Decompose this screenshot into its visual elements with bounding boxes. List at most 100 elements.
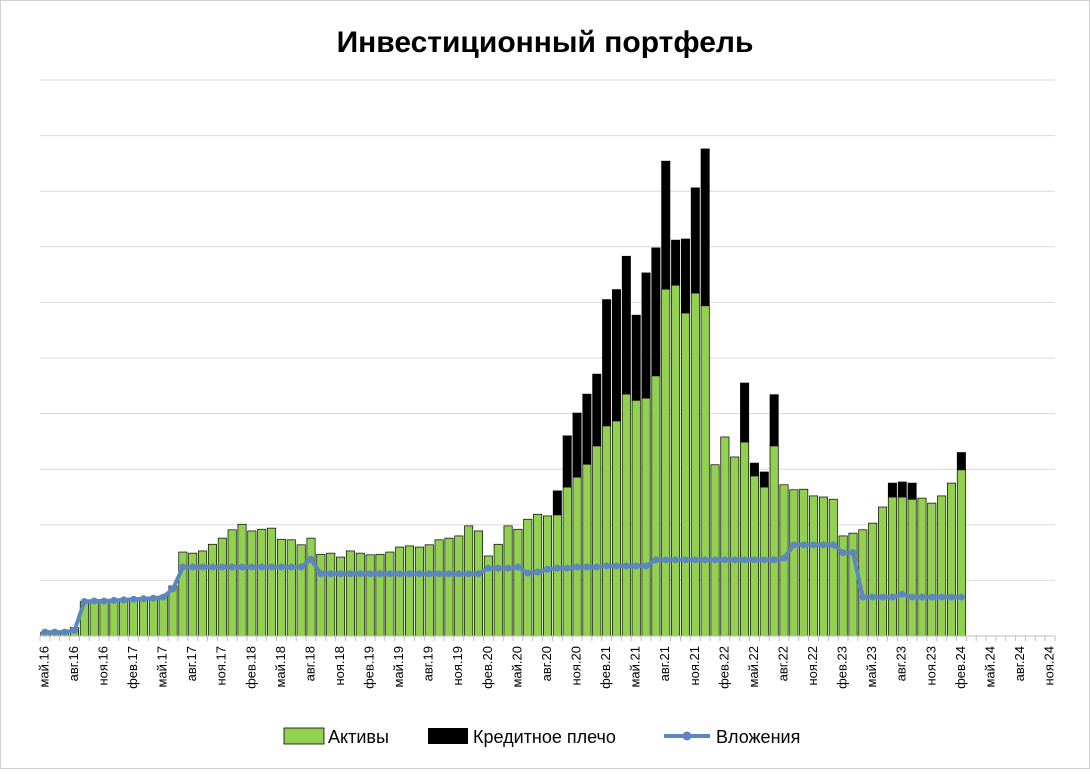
- bar-segment: [552, 490, 562, 516]
- line-marker: [741, 556, 749, 564]
- bar-segment: [631, 314, 641, 401]
- line-marker: [849, 549, 857, 557]
- bar-segment: [759, 471, 769, 488]
- line-marker: [61, 628, 69, 636]
- x-tick-label: май.16: [36, 646, 51, 688]
- bar: [395, 546, 405, 637]
- line-marker: [139, 595, 147, 603]
- x-tick-label: ноя.21: [687, 646, 702, 686]
- bar-segment: [661, 160, 671, 290]
- x-tick-label: май.19: [391, 646, 406, 688]
- line-marker: [238, 563, 246, 571]
- bar: [227, 529, 237, 637]
- bar: [523, 518, 533, 637]
- line-marker: [563, 564, 571, 572]
- legend-label: Вложения: [716, 727, 800, 747]
- bar-segment: [690, 187, 700, 294]
- bar-segment: [907, 482, 917, 500]
- legend-swatch: [428, 728, 468, 744]
- bar: [887, 496, 897, 637]
- bar: [947, 482, 957, 637]
- line-marker: [603, 562, 611, 570]
- line-marker: [396, 570, 404, 578]
- line-marker: [277, 563, 285, 571]
- bar: [671, 284, 681, 637]
- line-marker: [681, 556, 689, 564]
- line-marker: [888, 593, 896, 601]
- line-marker: [346, 570, 354, 578]
- bar: [355, 552, 365, 637]
- line-marker: [494, 564, 502, 572]
- bar-segment: [897, 481, 907, 498]
- bar: [868, 522, 878, 637]
- x-tick-label: авг.19: [421, 646, 436, 681]
- bar: [799, 488, 809, 637]
- x-tick-label: фев.17: [125, 646, 140, 689]
- bar-segment: [572, 412, 582, 478]
- bar: [326, 552, 336, 637]
- x-tick-label: авг.23: [894, 646, 909, 681]
- bar: [474, 530, 484, 637]
- bar-segment: [621, 255, 631, 395]
- bar: [602, 425, 612, 637]
- bar: [878, 506, 888, 637]
- line-marker: [327, 570, 335, 578]
- line-marker: [938, 593, 946, 601]
- bar: [631, 399, 641, 637]
- line-marker: [455, 570, 463, 578]
- line-marker: [287, 563, 295, 571]
- line-marker: [770, 556, 778, 564]
- bar: [710, 464, 720, 637]
- line-marker: [179, 563, 187, 571]
- bar: [375, 553, 385, 637]
- bar-segment: [956, 452, 966, 471]
- x-tick-label: май.22: [746, 646, 761, 688]
- line-marker: [879, 593, 887, 601]
- line-marker: [869, 593, 877, 601]
- line-marker: [573, 563, 581, 571]
- x-tick-label: фев.21: [598, 646, 613, 689]
- legend-marker: [682, 731, 692, 741]
- line-marker: [819, 541, 827, 549]
- line-marker: [149, 594, 157, 602]
- line-marker: [475, 570, 483, 578]
- bar-segment: [592, 373, 602, 447]
- line-marker: [839, 549, 847, 557]
- bar: [385, 551, 395, 637]
- bar: [700, 305, 710, 637]
- x-tick-label: май.17: [155, 646, 170, 688]
- bar: [158, 595, 168, 637]
- line-marker: [100, 597, 108, 605]
- x-tick-label: фев.24: [953, 646, 968, 689]
- line-marker: [258, 563, 266, 571]
- bar: [690, 292, 700, 637]
- line-marker: [386, 570, 394, 578]
- x-tick-label: фев.23: [835, 646, 850, 689]
- line-marker: [524, 569, 532, 577]
- x-tick-label: май.24: [982, 646, 997, 688]
- bar: [740, 441, 750, 637]
- line-marker: [218, 563, 226, 571]
- bar-segment: [740, 382, 750, 443]
- bar-segment: [602, 299, 612, 427]
- line-marker: [544, 565, 551, 573]
- bar: [907, 498, 917, 637]
- line-marker: [189, 563, 197, 571]
- line-marker: [80, 598, 88, 606]
- bar: [207, 543, 217, 637]
- x-tick-label: ноя.22: [805, 646, 820, 686]
- bar-segment: [769, 394, 779, 447]
- bar: [405, 545, 415, 637]
- line-marker: [90, 597, 98, 605]
- line-marker: [691, 556, 699, 564]
- bar: [257, 528, 267, 637]
- bar: [276, 538, 286, 637]
- bar-segment: [671, 239, 681, 286]
- line-marker: [652, 556, 660, 564]
- x-tick-label: авг.21: [657, 646, 672, 681]
- bar: [247, 530, 257, 637]
- bar: [503, 525, 513, 637]
- legend-label: Активы: [328, 727, 389, 747]
- bar: [267, 527, 277, 637]
- x-tick-label: авг.16: [66, 646, 81, 681]
